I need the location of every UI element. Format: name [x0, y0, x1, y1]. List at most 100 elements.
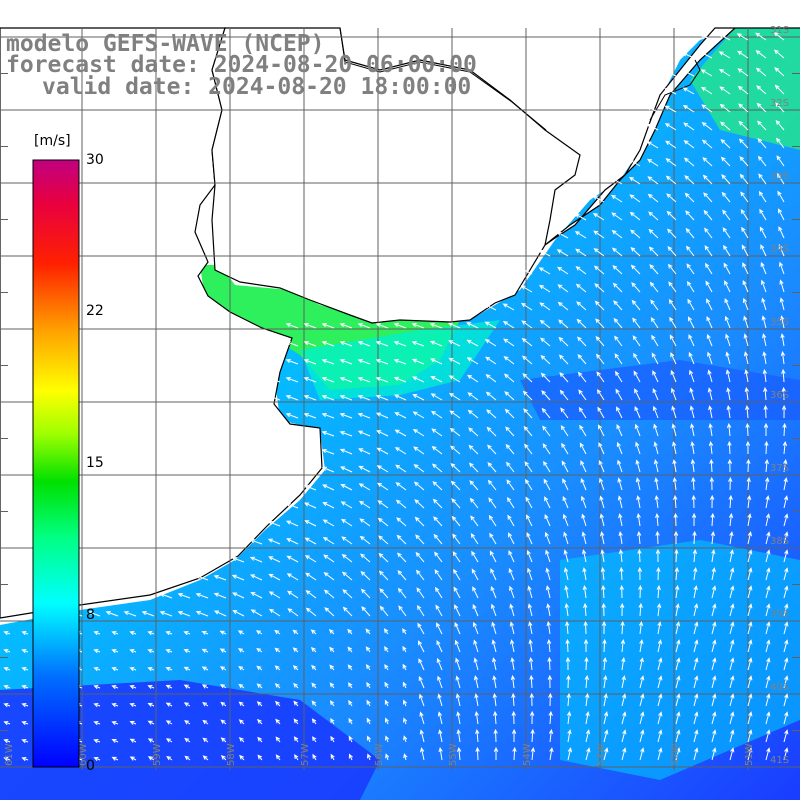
wind-arrow — [165, 667, 173, 672]
wind-arrow — [647, 176, 659, 185]
wind-arrow — [111, 667, 119, 672]
wind-arrow — [708, 405, 713, 419]
wind-arrow — [93, 703, 101, 708]
wind-arrow — [707, 351, 713, 365]
wind-arrow — [765, 549, 771, 563]
wind-arrow — [560, 407, 569, 419]
wind-arrow — [693, 657, 699, 671]
wind-arrow — [384, 663, 389, 671]
wind-arrow — [524, 443, 533, 455]
wind-arrow — [485, 356, 497, 365]
wind-arrow — [237, 648, 245, 653]
wind-arrow — [322, 519, 335, 527]
wind-arrow — [250, 591, 263, 599]
wind-arrow — [274, 665, 281, 671]
wind-arrow — [303, 341, 317, 347]
wind-arrow — [582, 567, 587, 581]
wind-arrow — [628, 159, 641, 167]
wind-arrow — [303, 359, 317, 365]
wind-arrow — [541, 407, 551, 419]
wind-arrow — [429, 340, 443, 347]
wind-arrow — [543, 460, 551, 473]
wind-arrow — [341, 571, 353, 581]
wind-arrow — [595, 318, 605, 329]
wind-arrow — [538, 249, 551, 257]
wind-arrow — [256, 647, 263, 653]
wind-arrow — [220, 683, 227, 689]
wind-arrow — [783, 603, 789, 617]
wind-arrow — [783, 585, 789, 599]
colorbar — [32, 159, 80, 768]
wind-arrow — [285, 520, 299, 527]
wind-arrow — [303, 502, 317, 509]
wind-arrow — [603, 711, 609, 725]
wind-arrow — [376, 430, 389, 437]
wind-arrow — [129, 631, 137, 636]
wind-arrow — [579, 424, 587, 437]
wind-arrow — [650, 299, 659, 311]
wind-arrow — [603, 729, 609, 743]
wind-arrow — [576, 301, 587, 311]
wind-arrow — [691, 494, 696, 509]
wind-arrow — [638, 584, 643, 599]
wind-arrow — [129, 738, 137, 743]
wind-arrow — [729, 531, 734, 545]
wind-arrow — [507, 532, 515, 545]
wind-arrow — [718, 33, 731, 41]
wind-arrow — [293, 700, 299, 707]
wind-arrow — [675, 711, 681, 725]
wind-arrow — [366, 717, 371, 725]
wind-arrow — [585, 711, 590, 725]
wind-arrow — [729, 693, 735, 707]
wind-arrow — [339, 323, 353, 329]
wind-arrow — [257, 754, 263, 761]
wind-arrow — [720, 139, 731, 149]
wind-arrow — [558, 354, 569, 365]
wind-arrow — [418, 658, 425, 671]
wind-arrow — [123, 611, 137, 617]
wind-arrow — [764, 458, 769, 473]
wind-arrow — [722, 209, 731, 221]
wind-arrow — [649, 264, 659, 275]
wind-arrow — [378, 552, 389, 563]
wind-arrow — [339, 448, 353, 455]
wind-arrow — [493, 710, 498, 725]
wind-arrow — [747, 549, 753, 563]
colorbar-tick-0: 0 — [86, 758, 95, 774]
wind-arrow — [323, 554, 335, 563]
wind-arrow — [646, 123, 659, 131]
wind-arrow — [285, 377, 299, 383]
wind-arrow — [597, 406, 605, 419]
wind-arrow — [747, 693, 753, 707]
wind-arrow — [293, 736, 299, 743]
wind-arrow — [484, 321, 497, 329]
wind-arrow — [432, 498, 443, 509]
wind-arrow — [632, 317, 641, 329]
wind-arrow — [347, 682, 353, 689]
wind-arrow — [686, 245, 695, 257]
wind-arrow — [562, 478, 569, 491]
wind-arrow — [256, 718, 263, 725]
wind-arrow — [488, 497, 497, 509]
wind-arrow — [111, 649, 119, 654]
wind-arrow — [600, 531, 605, 545]
wind-arrow — [545, 585, 551, 599]
wind-arrow — [611, 212, 623, 221]
wind-arrow — [633, 352, 641, 365]
wind-arrow — [740, 209, 749, 221]
wind-arrow — [783, 675, 789, 689]
wind-arrow — [761, 315, 767, 329]
wind-arrow — [415, 534, 425, 545]
wind-arrow — [630, 247, 641, 257]
wind-arrow — [454, 604, 461, 617]
wind-arrow — [665, 175, 677, 185]
wind-arrow — [522, 390, 533, 401]
wind-arrow — [692, 548, 698, 563]
wind-arrow — [783, 549, 789, 563]
wind-arrow — [620, 620, 625, 635]
wind-arrow — [740, 191, 749, 203]
wind-arrow — [603, 674, 608, 689]
wind-arrow — [639, 657, 644, 671]
wind-arrow — [375, 323, 389, 329]
wind-arrow — [651, 334, 659, 347]
